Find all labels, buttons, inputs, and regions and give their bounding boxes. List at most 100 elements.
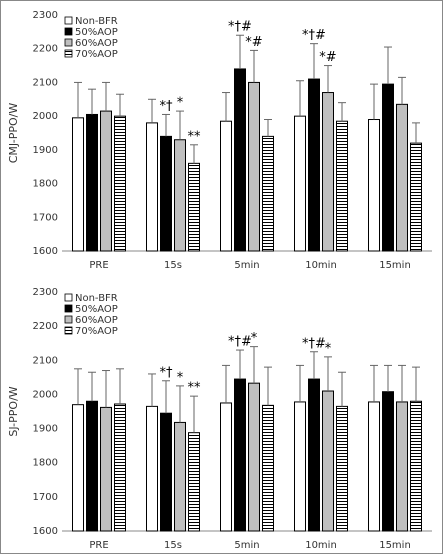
annotation: *†# (228, 335, 252, 350)
bar (336, 405, 348, 532)
bar (368, 119, 380, 252)
y-tick-label: 2300 (33, 287, 58, 298)
y-tick-label: 2000 (33, 389, 58, 400)
annotation: *† (160, 365, 174, 380)
legend-swatch (64, 27, 73, 36)
x-tick-label: 15s (164, 540, 182, 551)
x-tick-label: 5min (234, 260, 259, 271)
annotation: *†# (302, 336, 326, 351)
bar (410, 400, 422, 532)
y-tick-label: 2100 (33, 77, 58, 88)
annotation: * (177, 370, 184, 385)
bar (86, 400, 98, 532)
bar (396, 401, 408, 532)
legend-swatch (64, 38, 73, 47)
bar (294, 401, 306, 532)
legend-swatch (64, 293, 73, 302)
bar (100, 406, 112, 532)
y-tick-label: 2200 (33, 44, 58, 55)
y-tick-label: 1600 (33, 526, 58, 537)
legend-swatch (64, 326, 73, 335)
bar (100, 110, 112, 252)
annotation: *†# (228, 20, 252, 35)
y-tick-label: 1700 (33, 212, 58, 223)
annotation: * (177, 96, 184, 111)
bar (336, 120, 348, 252)
annotation: * (251, 331, 258, 346)
y-tick-label: 2200 (33, 321, 58, 332)
x-tick-label: 15s (164, 260, 182, 271)
x-tick-label: 15min (379, 540, 411, 551)
annotation: ** (188, 381, 202, 396)
bar (410, 142, 422, 252)
legend-label: 50%AOP (75, 304, 118, 315)
y-axis-label: CMJ-PPO/W (7, 103, 20, 164)
bar (368, 401, 380, 532)
y-tick-label: 2000 (33, 111, 58, 122)
y-tick-label: 1900 (33, 145, 58, 156)
bar (308, 78, 320, 252)
bar (174, 421, 186, 532)
bar (188, 162, 200, 252)
legend-label: 60%AOP (75, 315, 118, 326)
y-tick-label: 1700 (33, 492, 58, 503)
legend-swatch (64, 304, 73, 313)
bar (322, 92, 334, 252)
bar (146, 405, 158, 532)
bar (160, 412, 172, 532)
legend-swatch (64, 49, 73, 58)
legend-swatch (64, 315, 73, 324)
bar (220, 402, 232, 532)
y-tick-label: 1600 (33, 246, 58, 257)
x-tick-label: 10min (305, 540, 337, 551)
bar (294, 115, 306, 252)
bar (174, 139, 186, 252)
bar (308, 378, 320, 532)
y-tick-label: 2100 (33, 355, 58, 366)
x-tick-label: 15min (379, 260, 411, 271)
x-tick-label: 10min (305, 260, 337, 271)
bar (234, 378, 246, 532)
legend-label: 70%AOP (75, 326, 118, 337)
y-tick-label: 1900 (33, 424, 58, 435)
bar (322, 390, 334, 532)
y-axis-label: SJ-PPO/W (7, 386, 20, 436)
annotation: *# (319, 50, 336, 65)
bar (188, 432, 200, 532)
bar (86, 113, 98, 252)
legend-label: 70%AOP (75, 49, 118, 60)
legend-label: 60%AOP (75, 38, 118, 49)
bar (146, 122, 158, 252)
bar (234, 68, 246, 252)
bar (382, 391, 394, 532)
bar (220, 120, 232, 252)
bar (396, 103, 408, 252)
legend-swatch (64, 16, 73, 25)
bar (160, 135, 172, 252)
x-tick-label: PRE (89, 540, 108, 551)
annotation: *† (160, 99, 174, 114)
y-tick-label: 2300 (33, 10, 58, 21)
annotation: *†# (302, 28, 326, 43)
y-tick-label: 1800 (33, 458, 58, 469)
bar (248, 81, 260, 252)
bar (262, 404, 274, 532)
annotation: ** (188, 129, 202, 144)
bar (114, 403, 126, 532)
bar (382, 83, 394, 252)
x-tick-label: PRE (89, 260, 108, 271)
bar (248, 382, 260, 532)
annotation: * (325, 341, 332, 356)
bar (72, 404, 84, 532)
legend-label: Non-BFR (75, 293, 118, 304)
x-tick-label: 5min (234, 540, 259, 551)
legend-label: Non-BFR (75, 16, 118, 27)
bar (72, 117, 84, 252)
bar (114, 115, 126, 252)
legend-label: 50%AOP (75, 27, 118, 38)
annotation: *# (245, 35, 262, 50)
bar (262, 135, 274, 252)
y-tick-label: 1800 (33, 179, 58, 190)
